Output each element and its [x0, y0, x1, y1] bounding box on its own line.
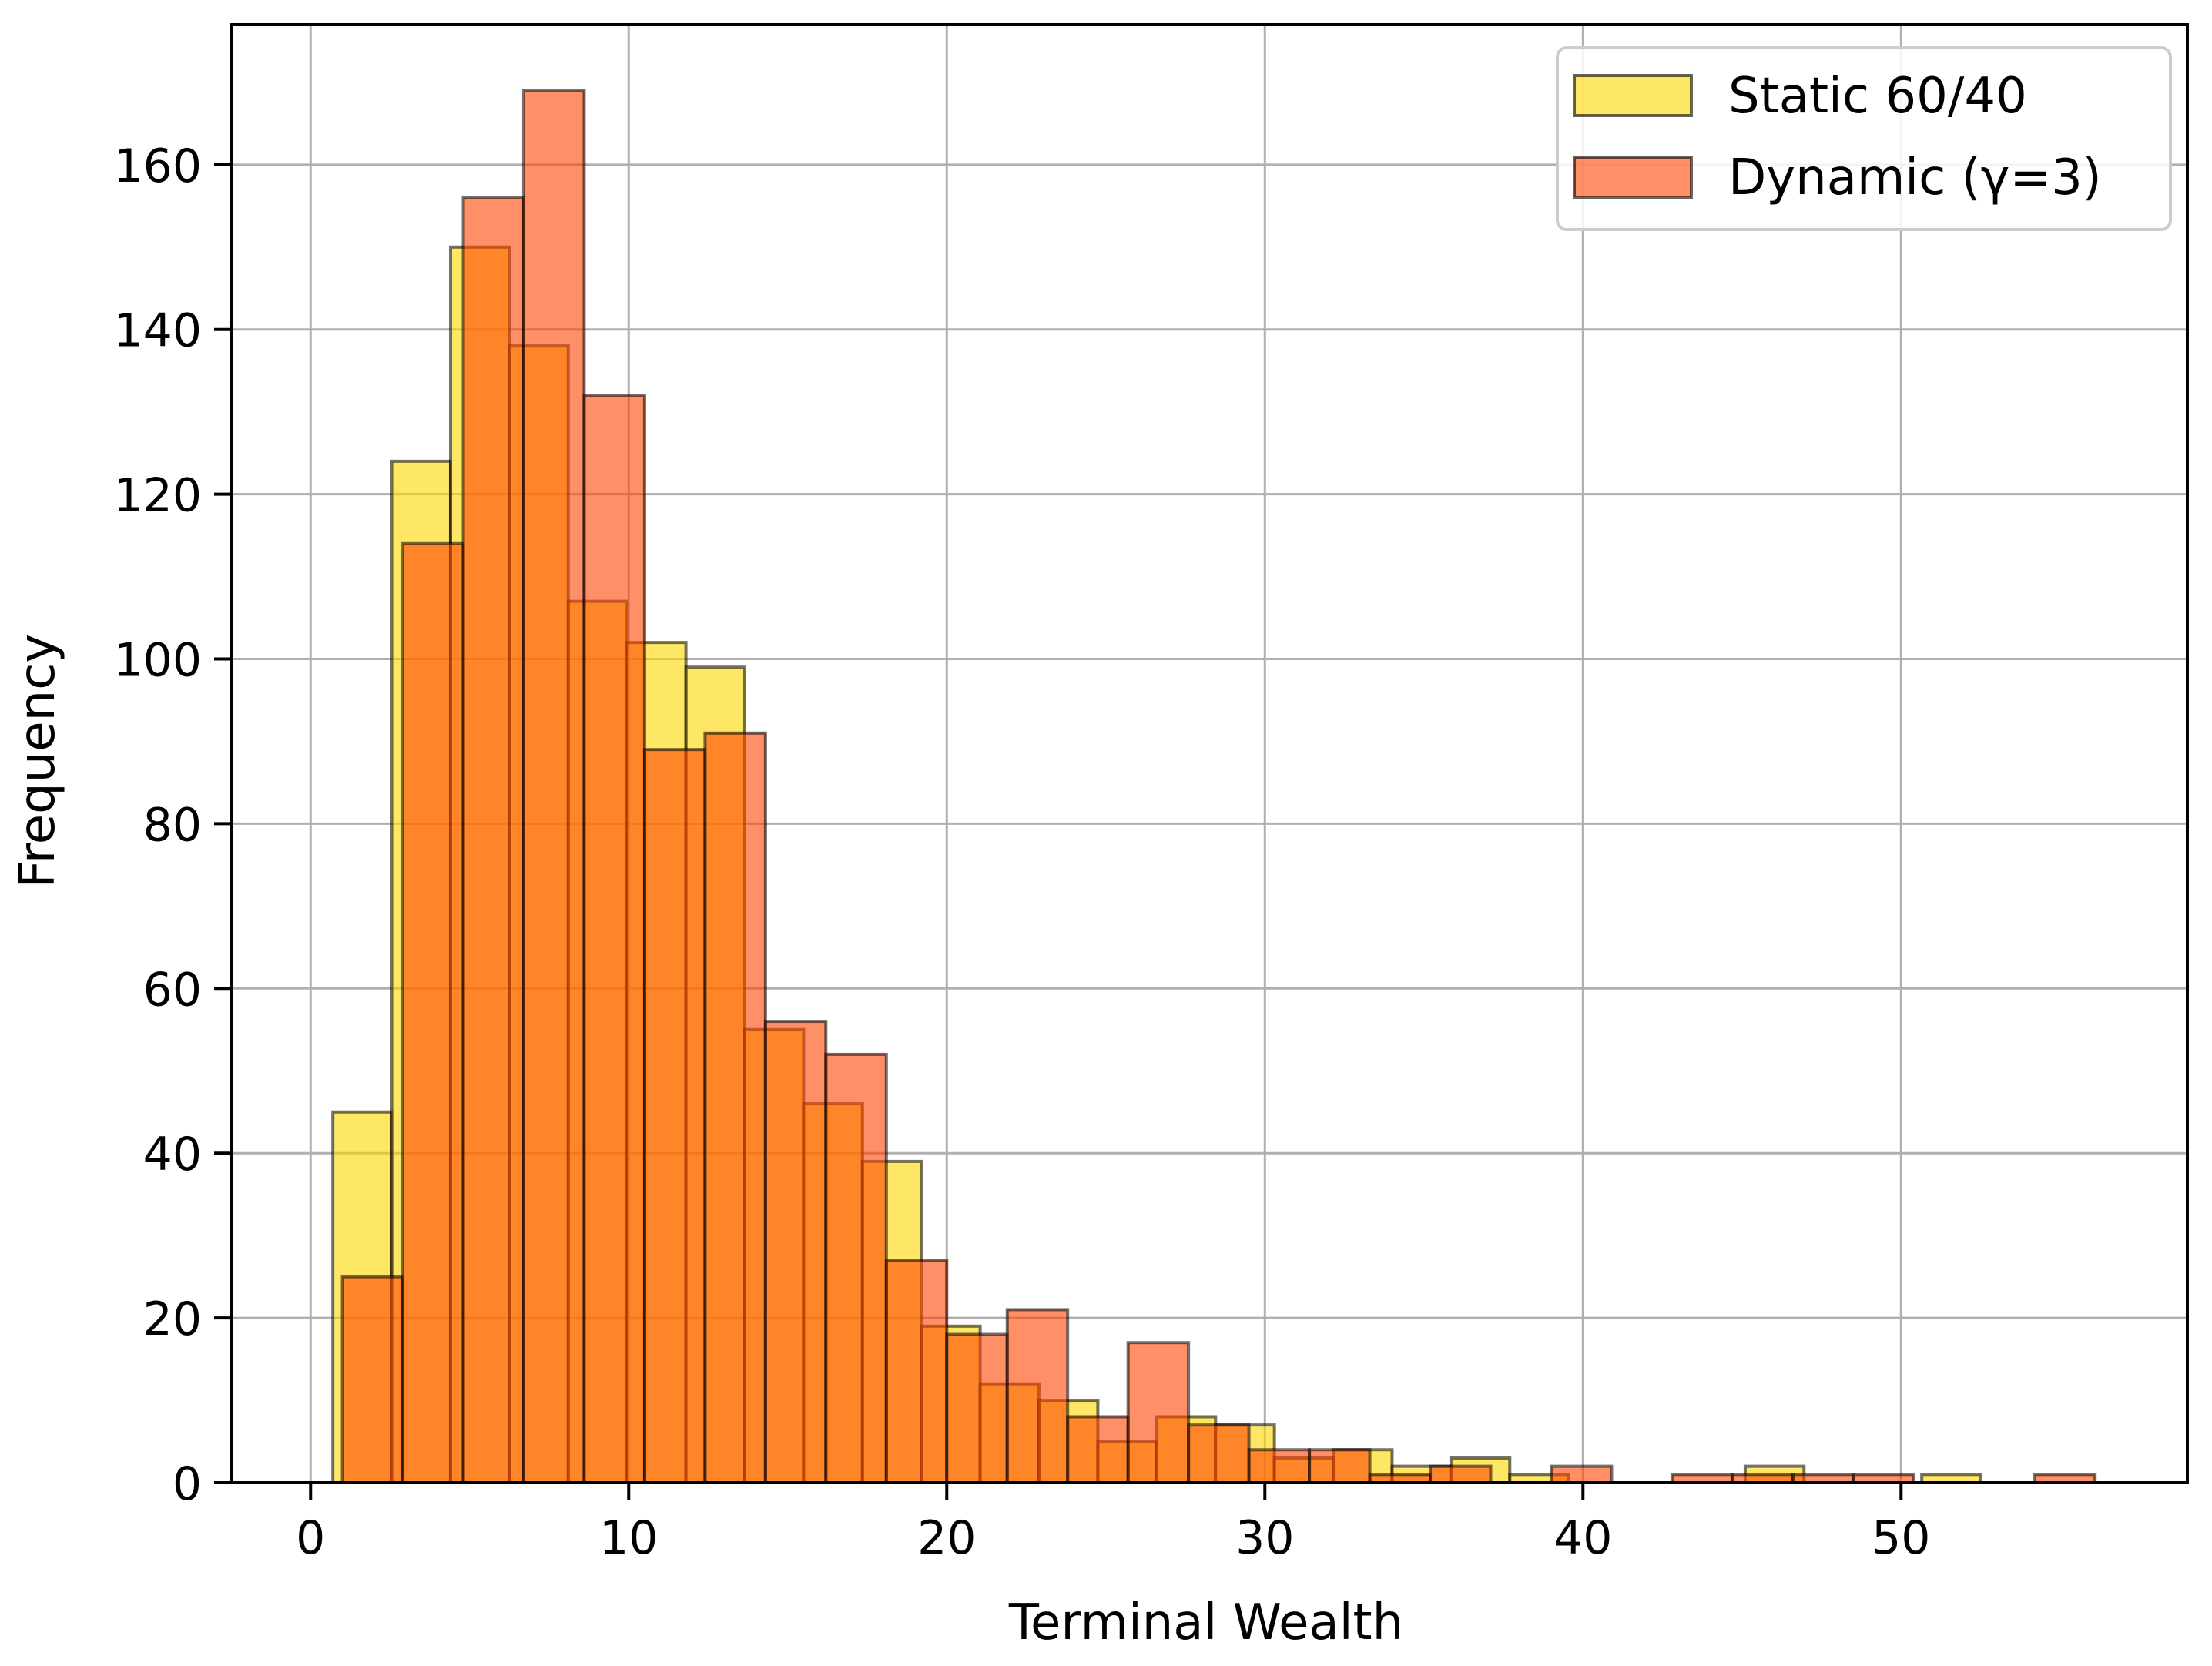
- histogram-bar: [340, 1275, 405, 1484]
- histogram-bar: [1187, 1423, 1251, 1485]
- legend-swatch: [1573, 156, 1693, 199]
- x-tick-label: 20: [917, 1511, 976, 1565]
- histogram-bar: [945, 1332, 1009, 1485]
- histogram-bar: [1247, 1448, 1312, 1484]
- histogram-bar: [703, 731, 767, 1484]
- histogram-bar: [1005, 1308, 1070, 1484]
- histogram-bar: [1066, 1415, 1130, 1484]
- y-tick-label: 20: [143, 1292, 202, 1346]
- histogram-bar: [763, 1020, 828, 1484]
- x-tick-label: 50: [1872, 1511, 1930, 1565]
- legend: Static 60/40 Dynamic (γ=3): [1556, 46, 2172, 231]
- y-tick-label: 0: [173, 1457, 202, 1511]
- histogram-bar: [401, 541, 465, 1484]
- histogram-bar: [884, 1259, 949, 1485]
- histogram-bar: [1429, 1464, 1493, 1485]
- histogram-bar: [521, 89, 586, 1484]
- legend-label: Static 60/40: [1728, 68, 2027, 125]
- histogram-bar: [824, 1052, 888, 1484]
- y-tick-label: 100: [113, 634, 202, 688]
- series-2-bars: [340, 89, 2097, 1485]
- y-tick-label: 140: [113, 304, 202, 358]
- x-tick-label: 30: [1235, 1511, 1294, 1565]
- x-axis-label: Terminal Wealth: [1008, 1594, 1403, 1651]
- histogram-bar: [1308, 1448, 1372, 1484]
- histogram-bar: [642, 748, 707, 1484]
- y-tick-label: 40: [143, 1128, 202, 1182]
- y-axis-label: Frequency: [9, 634, 66, 889]
- y-tick-label: 120: [113, 469, 202, 523]
- x-tick-label: 10: [599, 1511, 658, 1565]
- axes: 0 10 20 30 40 50 0 20 40 60 80 100 120 140 160: [113, 23, 2189, 1565]
- plot-frame: [230, 23, 2189, 1484]
- legend-label: Dynamic (γ=3): [1728, 149, 2102, 206]
- y-tick-label: 80: [143, 798, 202, 852]
- x-tick-label: 40: [1553, 1511, 1612, 1565]
- y-tick-label: 60: [143, 963, 202, 1017]
- histogram-bar: [1126, 1341, 1191, 1484]
- y-tick-label: 160: [113, 139, 202, 193]
- histogram-bar: [1549, 1464, 1614, 1485]
- histogram-bars: [331, 89, 2097, 1485]
- histogram-bar: [582, 394, 646, 1484]
- legend-box: [1556, 46, 2172, 231]
- histogram-bar: [461, 196, 525, 1484]
- x-tick-label: 0: [296, 1511, 325, 1565]
- legend-swatch: [1573, 74, 1693, 117]
